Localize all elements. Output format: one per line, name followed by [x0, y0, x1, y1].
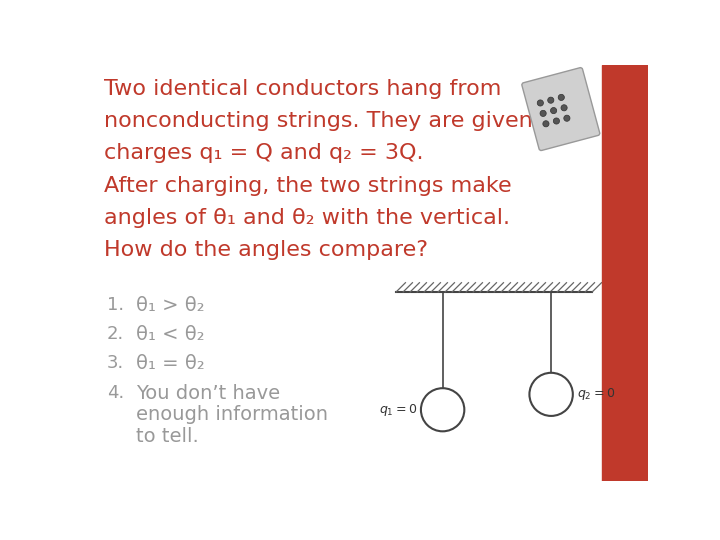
Text: θ₁ < θ₂: θ₁ < θ₂ [137, 325, 205, 344]
Text: enough information: enough information [137, 405, 328, 424]
Text: nonconducting strings. They are given: nonconducting strings. They are given [104, 111, 533, 131]
Circle shape [564, 115, 570, 122]
Text: 3.: 3. [107, 354, 125, 372]
FancyBboxPatch shape [522, 68, 600, 151]
Circle shape [551, 107, 557, 114]
Text: After charging, the two strings make: After charging, the two strings make [104, 176, 512, 195]
Text: You don’t have: You don’t have [137, 383, 281, 403]
Text: $q_1 = 0$: $q_1 = 0$ [379, 402, 417, 418]
Text: θ₁ = θ₂: θ₁ = θ₂ [137, 354, 205, 373]
Text: to tell.: to tell. [137, 427, 199, 446]
Circle shape [543, 121, 549, 127]
Circle shape [537, 100, 544, 106]
Circle shape [553, 118, 559, 124]
Text: How do the angles compare?: How do the angles compare? [104, 240, 428, 260]
Text: angles of θ₁ and θ₂ with the vertical.: angles of θ₁ and θ₂ with the vertical. [104, 208, 510, 228]
Text: 1.: 1. [107, 296, 124, 314]
Text: $q_2 = 0$: $q_2 = 0$ [577, 386, 615, 402]
Circle shape [529, 373, 573, 416]
Circle shape [540, 110, 546, 117]
Circle shape [421, 388, 464, 431]
Text: Two identical conductors hang from: Two identical conductors hang from [104, 79, 501, 99]
Circle shape [558, 94, 564, 100]
Circle shape [561, 105, 567, 111]
Text: charges q₁ = Q and q₂ = 3Q.: charges q₁ = Q and q₂ = 3Q. [104, 143, 423, 163]
Circle shape [548, 97, 554, 103]
Text: θ₁ > θ₂: θ₁ > θ₂ [137, 296, 205, 315]
Bar [601, 65, 648, 481]
Text: 4.: 4. [107, 383, 125, 402]
Text: 2.: 2. [107, 325, 125, 343]
